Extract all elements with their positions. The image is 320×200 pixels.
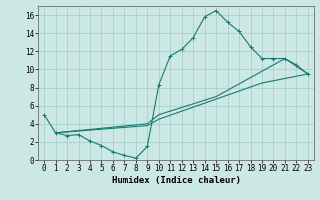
- X-axis label: Humidex (Indice chaleur): Humidex (Indice chaleur): [111, 176, 241, 185]
